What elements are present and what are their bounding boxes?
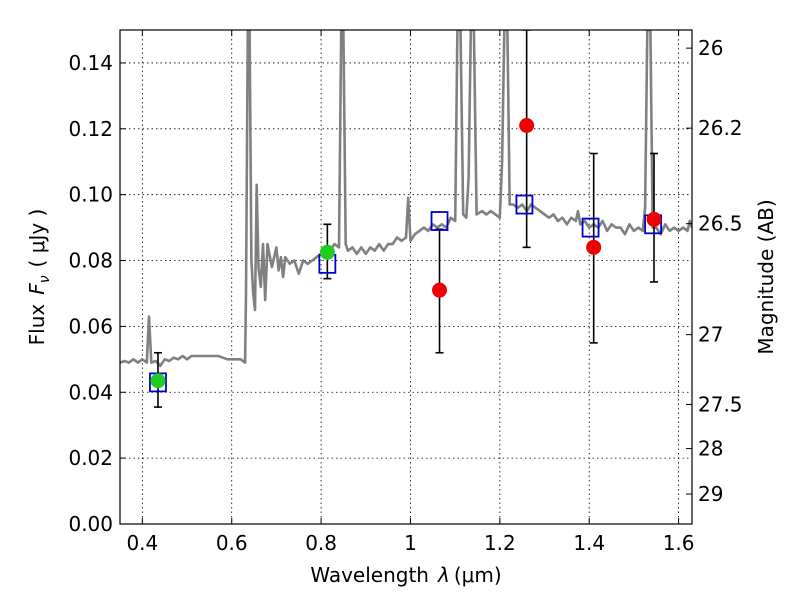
right-tick-label: 26.5 xyxy=(698,212,743,236)
model-square-marker xyxy=(581,217,600,238)
plot-frame xyxy=(119,29,693,525)
observed-circle-marker xyxy=(646,211,662,227)
right-tick-label: 27 xyxy=(698,323,723,347)
right-tick-label: 28 xyxy=(698,437,723,461)
x-tick-label: 1.6 xyxy=(663,531,695,555)
y-tick-label: 0.12 xyxy=(68,117,113,141)
x-tick-label: 1.4 xyxy=(573,531,605,555)
y-tick-label: 0.00 xyxy=(68,512,113,536)
model-square-marker xyxy=(430,211,449,231)
right-tick-label: 27.5 xyxy=(698,392,743,416)
plot-series xyxy=(120,30,692,408)
spectrum-line xyxy=(120,30,692,368)
y-tick-label: 0.14 xyxy=(68,51,113,75)
observed-circle-marker xyxy=(432,282,448,298)
y-tick-label: 0.04 xyxy=(68,380,113,404)
right-tick-label: 29 xyxy=(698,482,723,506)
x-tick-label: 0.6 xyxy=(216,531,248,555)
observed-circle-marker xyxy=(319,244,335,260)
right-tick-label: 26.2 xyxy=(698,116,743,140)
y-tick-label: 0.02 xyxy=(68,446,113,470)
right-axis-label: Magnitude (AB) xyxy=(754,199,778,354)
x-axis-label: Wavelength λ (μm) xyxy=(310,563,501,587)
y-tick-label: 0.06 xyxy=(68,314,113,338)
observed-circle-marker xyxy=(150,373,166,389)
y-tick-label: 0.08 xyxy=(68,249,113,273)
right-tick-label: 26 xyxy=(698,36,723,60)
x-tick-label: 0.4 xyxy=(126,531,158,555)
observed-circle-marker xyxy=(519,118,535,134)
y-tick-label: 0.10 xyxy=(68,183,113,207)
x-tick-label: 0.8 xyxy=(305,531,337,555)
observed-circle-marker xyxy=(586,239,602,255)
x-tick-label: 1.2 xyxy=(484,531,516,555)
y-axis-label: FluxFν( μJy ) xyxy=(25,209,53,346)
x-tick-label: 1 xyxy=(404,531,417,555)
model-square-marker xyxy=(515,194,534,215)
axis-ticks: 0.4 0.6 0.8 1 1.2 1.4 1.6 0.00 0.02 0.04 0.06 0.08 0… xyxy=(68,30,743,555)
